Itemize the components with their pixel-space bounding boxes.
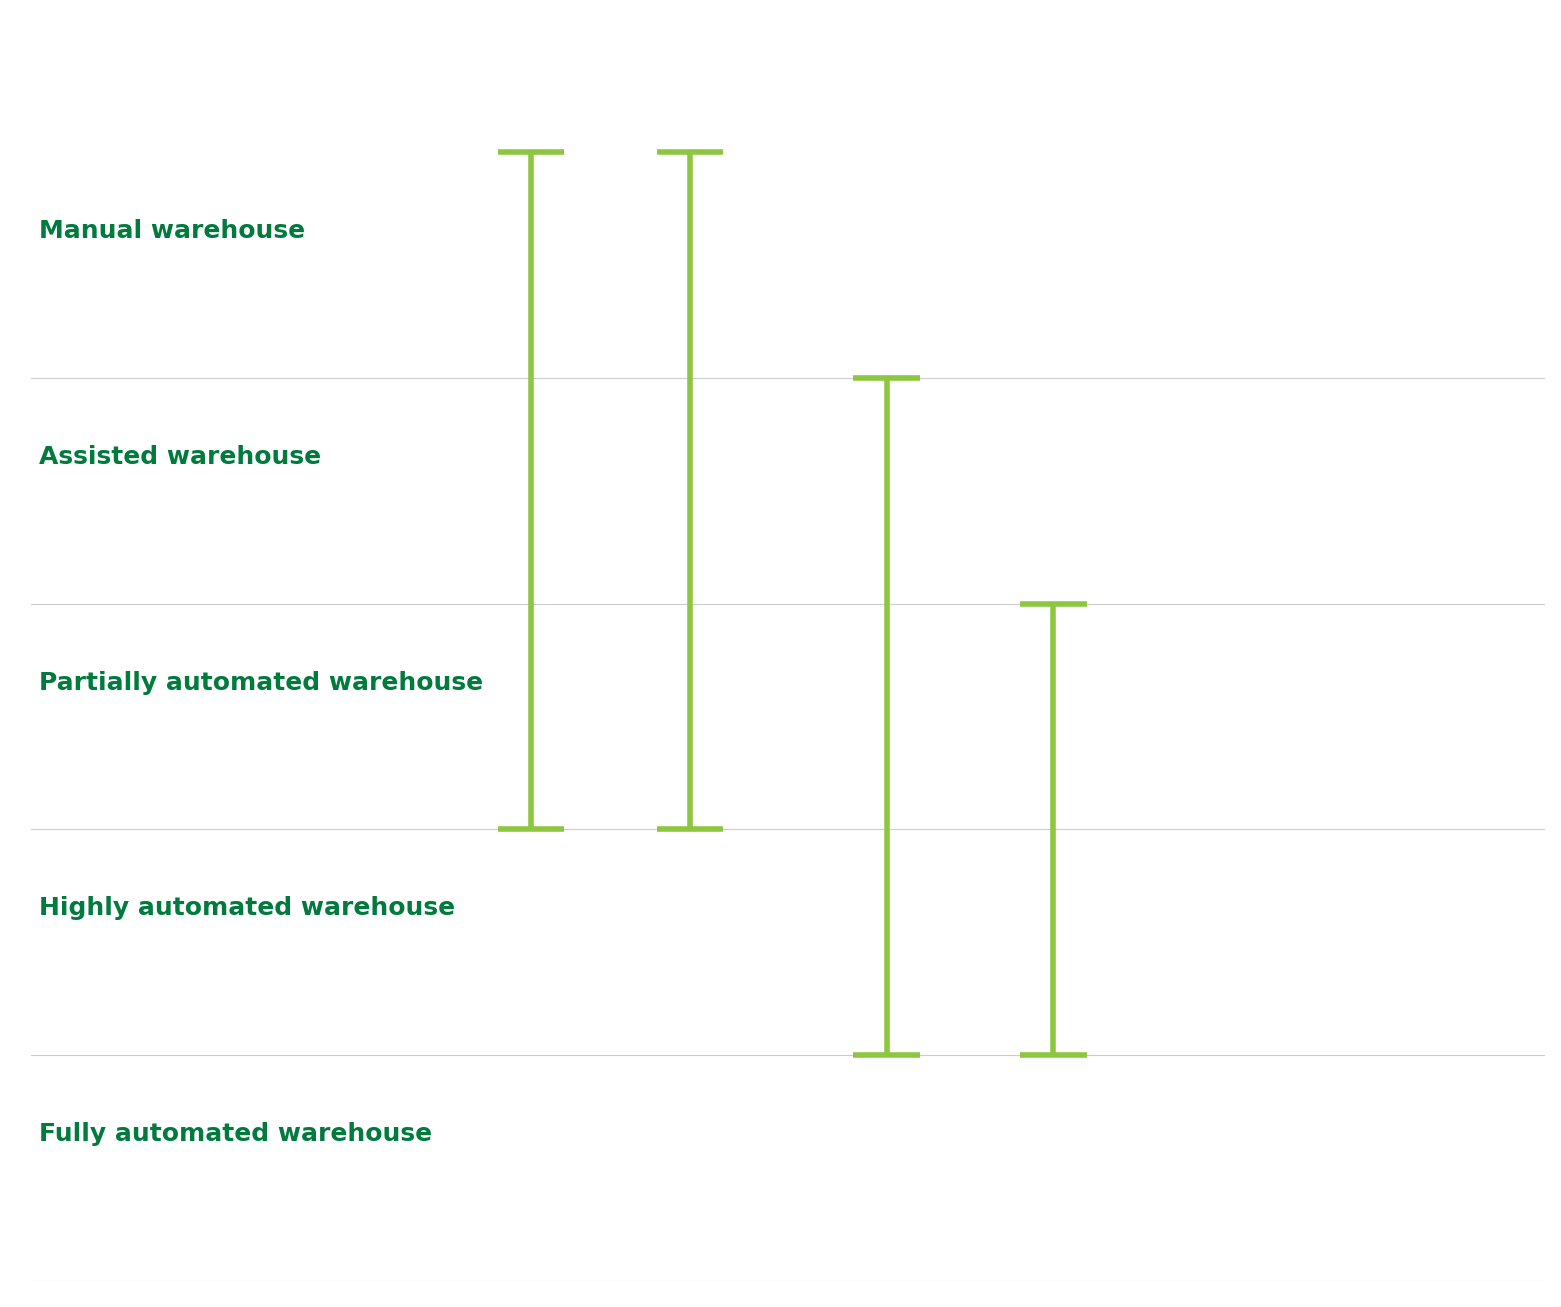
Text: Manual warehouse: Manual warehouse — [39, 220, 304, 243]
Text: Highly automated warehouse: Highly automated warehouse — [39, 897, 454, 920]
Text: Assisted warehouse: Assisted warehouse — [39, 444, 322, 469]
Text: Fully automated warehouse: Fully automated warehouse — [39, 1123, 432, 1146]
Text: Partially automated warehouse: Partially automated warehouse — [39, 670, 482, 694]
